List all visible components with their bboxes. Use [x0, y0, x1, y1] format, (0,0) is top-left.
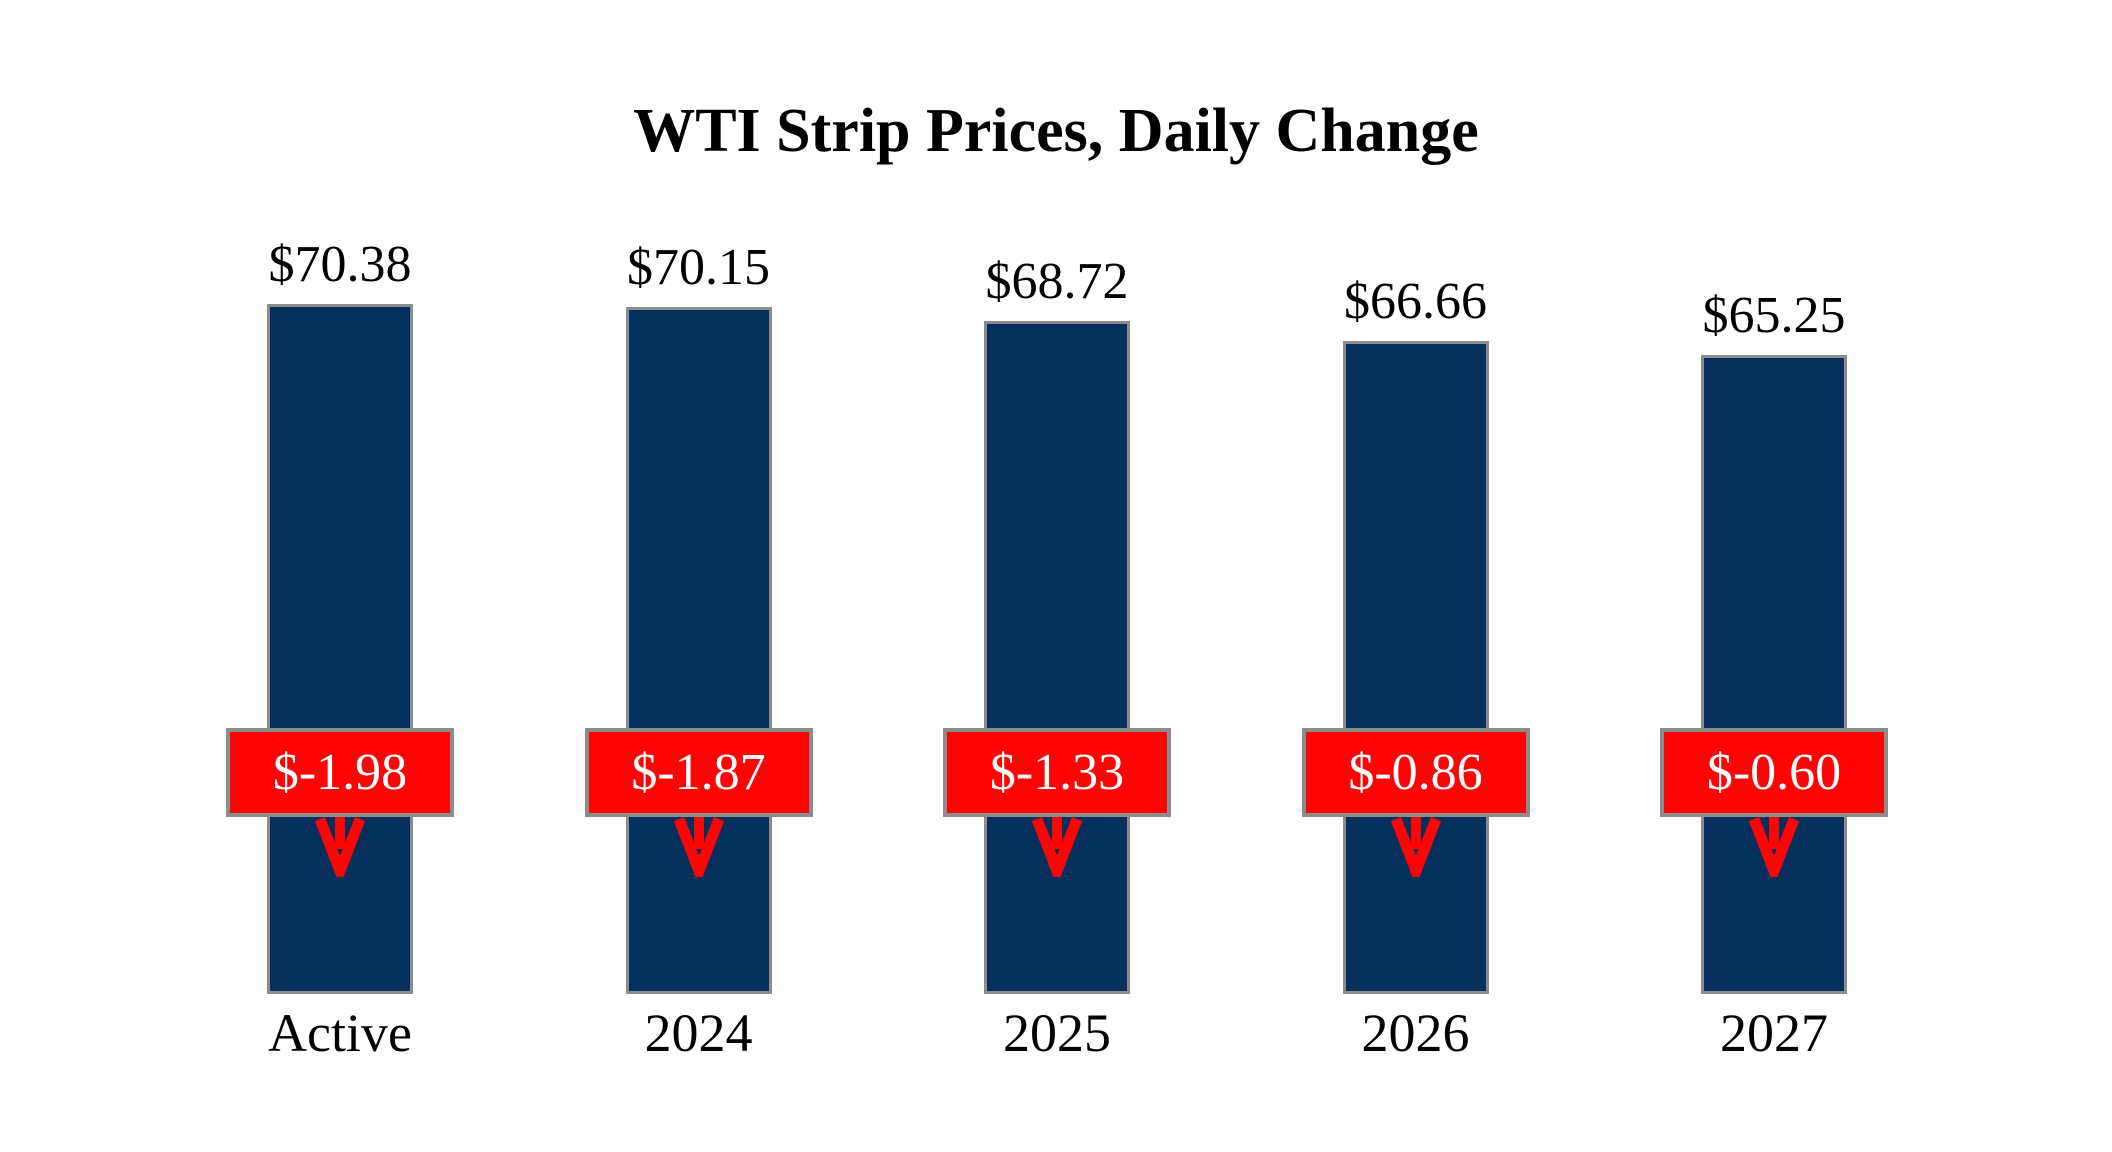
- price-bar: [267, 304, 413, 994]
- price-bar: [1342, 341, 1489, 994]
- price-label: $70.38: [268, 236, 412, 293]
- change-badge: $-0.86: [1301, 728, 1530, 817]
- bar-column: $70.38 $-1.98 Active: [161, 0, 519, 1152]
- down-arrow-icon: [1746, 817, 1802, 887]
- category-label: Active: [268, 1003, 412, 1063]
- change-badge-label: $-1.33: [989, 744, 1125, 801]
- bar-column: $70.15 $-1.87 2024: [520, 0, 878, 1152]
- price-label: $65.25: [1702, 287, 1846, 344]
- bar-column: $68.72 $-1.33 2025: [878, 0, 1236, 1152]
- category-label: 2024: [644, 1003, 753, 1063]
- category-label: 2027: [1720, 1003, 1828, 1063]
- category-label: 2026: [1361, 1003, 1470, 1063]
- change-badge: $-1.87: [584, 728, 813, 817]
- change-badge: $-1.98: [226, 728, 454, 817]
- chart-title: WTI Strip Prices, Daily Change: [633, 97, 1479, 165]
- change-badge-label: $-1.87: [631, 744, 766, 801]
- change-badge: $-0.60: [1660, 728, 1888, 817]
- price-label: $70.15: [627, 239, 770, 296]
- change-badge: $-1.33: [943, 728, 1171, 817]
- price-bar: [984, 321, 1130, 994]
- bar-column: $66.66 $-0.86 2026: [1237, 0, 1595, 1152]
- price-label: $68.72: [985, 253, 1129, 310]
- price-label: $66.66: [1344, 273, 1487, 330]
- category-label: 2025: [1003, 1003, 1111, 1063]
- change-badge-label: $-0.86: [1348, 744, 1483, 801]
- down-arrow-icon: [312, 817, 368, 887]
- bar-column: $65.25 $-0.60 2027: [1595, 0, 1953, 1152]
- down-arrow-icon: [1388, 817, 1444, 887]
- down-arrow-icon: [1029, 817, 1085, 887]
- price-bar: [1701, 355, 1847, 994]
- change-badge-label: $-1.98: [272, 744, 408, 801]
- price-bar: [625, 307, 772, 994]
- down-arrow-icon: [671, 817, 727, 887]
- change-badge-label: $-0.60: [1706, 744, 1842, 801]
